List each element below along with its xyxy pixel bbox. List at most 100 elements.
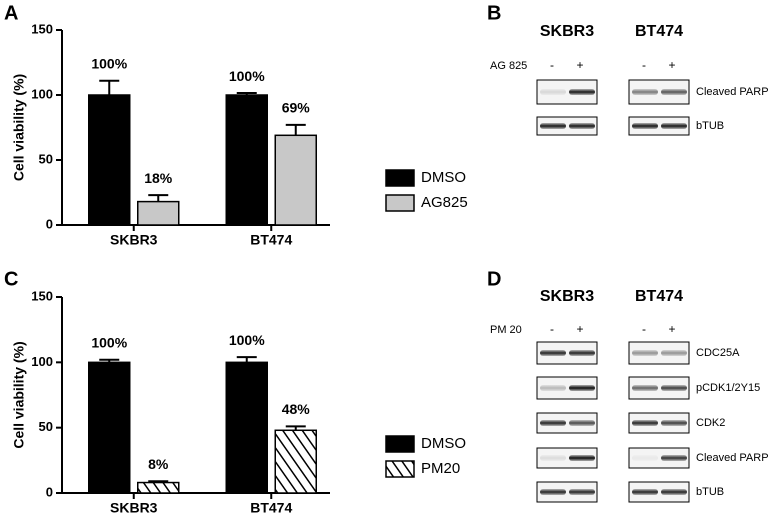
blot-band (569, 350, 595, 356)
blot-band (569, 455, 595, 461)
blot-box (536, 341, 598, 365)
blot-box (536, 447, 598, 469)
bar (274, 134, 317, 226)
blot-band (632, 455, 658, 461)
legend-label: DMSO (421, 435, 466, 452)
blot-band (540, 420, 566, 426)
protein-label: bTUB (696, 120, 724, 132)
blot-band (569, 489, 595, 495)
cell-line-heading: SKBR3 (540, 23, 594, 40)
panel-letter: D (487, 268, 501, 290)
bar (88, 94, 131, 226)
y-tick-label: 0 (46, 216, 53, 231)
blot-band (632, 350, 658, 356)
blot-box (628, 412, 690, 434)
y-tick-label: 0 (46, 484, 53, 499)
protein-label: Cleaved PARP (696, 86, 769, 98)
blot-band (540, 385, 566, 391)
blot-box (628, 447, 690, 469)
lane-label: + (668, 322, 675, 336)
x-tick-label: BT474 (250, 500, 292, 516)
blot-band (569, 89, 595, 95)
bar (137, 200, 180, 226)
value-label: 100% (229, 68, 265, 84)
legend-swatch (385, 435, 415, 453)
blot-box (536, 116, 598, 136)
cell-line-heading: BT474 (635, 288, 683, 305)
legend-label: PM20 (421, 460, 460, 477)
lane-label: - (642, 322, 646, 336)
value-label: 69% (282, 100, 311, 116)
blot-band (632, 420, 658, 426)
blot-box (628, 341, 690, 365)
panel-letter: B (487, 2, 501, 24)
x-tick-label: BT474 (250, 232, 292, 248)
protein-label: Cleaved PARP (696, 452, 769, 464)
value-label: 48% (282, 401, 311, 417)
legend-swatch (385, 169, 415, 187)
blot-band (632, 89, 658, 95)
blot-band (540, 455, 566, 461)
panel-letter: A (4, 2, 18, 24)
blot-band (540, 123, 566, 129)
cell-line-heading: BT474 (635, 23, 683, 40)
y-tick-label: 100 (31, 354, 53, 369)
blot-box (536, 376, 598, 400)
blot-band (569, 385, 595, 391)
protein-label: CDK2 (696, 417, 725, 429)
blot-band (540, 89, 566, 95)
blot-band (661, 420, 687, 426)
bar (88, 361, 131, 494)
blot-band (661, 385, 687, 391)
treatment-label: AG 825 (490, 60, 527, 72)
value-label: 18% (144, 170, 173, 186)
y-tick-label: 50 (39, 419, 53, 434)
blot-band (540, 489, 566, 495)
value-label: 100% (91, 334, 127, 350)
blot-band (569, 420, 595, 426)
lane-label: - (642, 58, 646, 72)
value-label: 8% (148, 456, 169, 472)
blot-band (632, 385, 658, 391)
lane-label: - (550, 58, 554, 72)
blot-box (536, 481, 598, 503)
blot-band (632, 123, 658, 129)
value-label: 100% (91, 55, 127, 71)
bar (274, 429, 317, 494)
y-tick-label: 100 (31, 86, 53, 101)
legend-label: DMSO (421, 169, 466, 186)
blot-box (628, 376, 690, 400)
bar (225, 361, 268, 494)
lane-label: + (576, 58, 583, 72)
lane-label: - (550, 322, 554, 336)
treatment-label: PM 20 (490, 324, 522, 336)
blot-band (661, 489, 687, 495)
protein-label: pCDK1/2Y15 (696, 382, 760, 394)
lane-label: + (668, 58, 675, 72)
blot-band (661, 455, 687, 461)
lane-label: + (576, 322, 583, 336)
cell-line-heading: SKBR3 (540, 288, 594, 305)
blot-band (661, 350, 687, 356)
panel-letter: C (4, 268, 18, 290)
y-tick-label: 50 (39, 151, 53, 166)
bar (137, 481, 180, 494)
legend-swatch (385, 460, 415, 478)
blot-band (569, 123, 595, 129)
legend-swatch (385, 194, 415, 212)
x-tick-label: SKBR3 (110, 232, 158, 248)
blot-band (632, 489, 658, 495)
blot-band (540, 350, 566, 356)
legend-label: AG825 (421, 194, 468, 211)
blot-box (628, 481, 690, 503)
protein-label: bTUB (696, 486, 724, 498)
y-tick-label: 150 (31, 288, 53, 303)
blot-box (536, 412, 598, 434)
y-axis-label: Cell viability (%) (11, 341, 27, 448)
protein-label: CDC25A (696, 347, 740, 359)
blot-box (628, 116, 690, 136)
bar (225, 94, 268, 226)
value-label: 100% (229, 332, 265, 348)
blot-band (661, 123, 687, 129)
